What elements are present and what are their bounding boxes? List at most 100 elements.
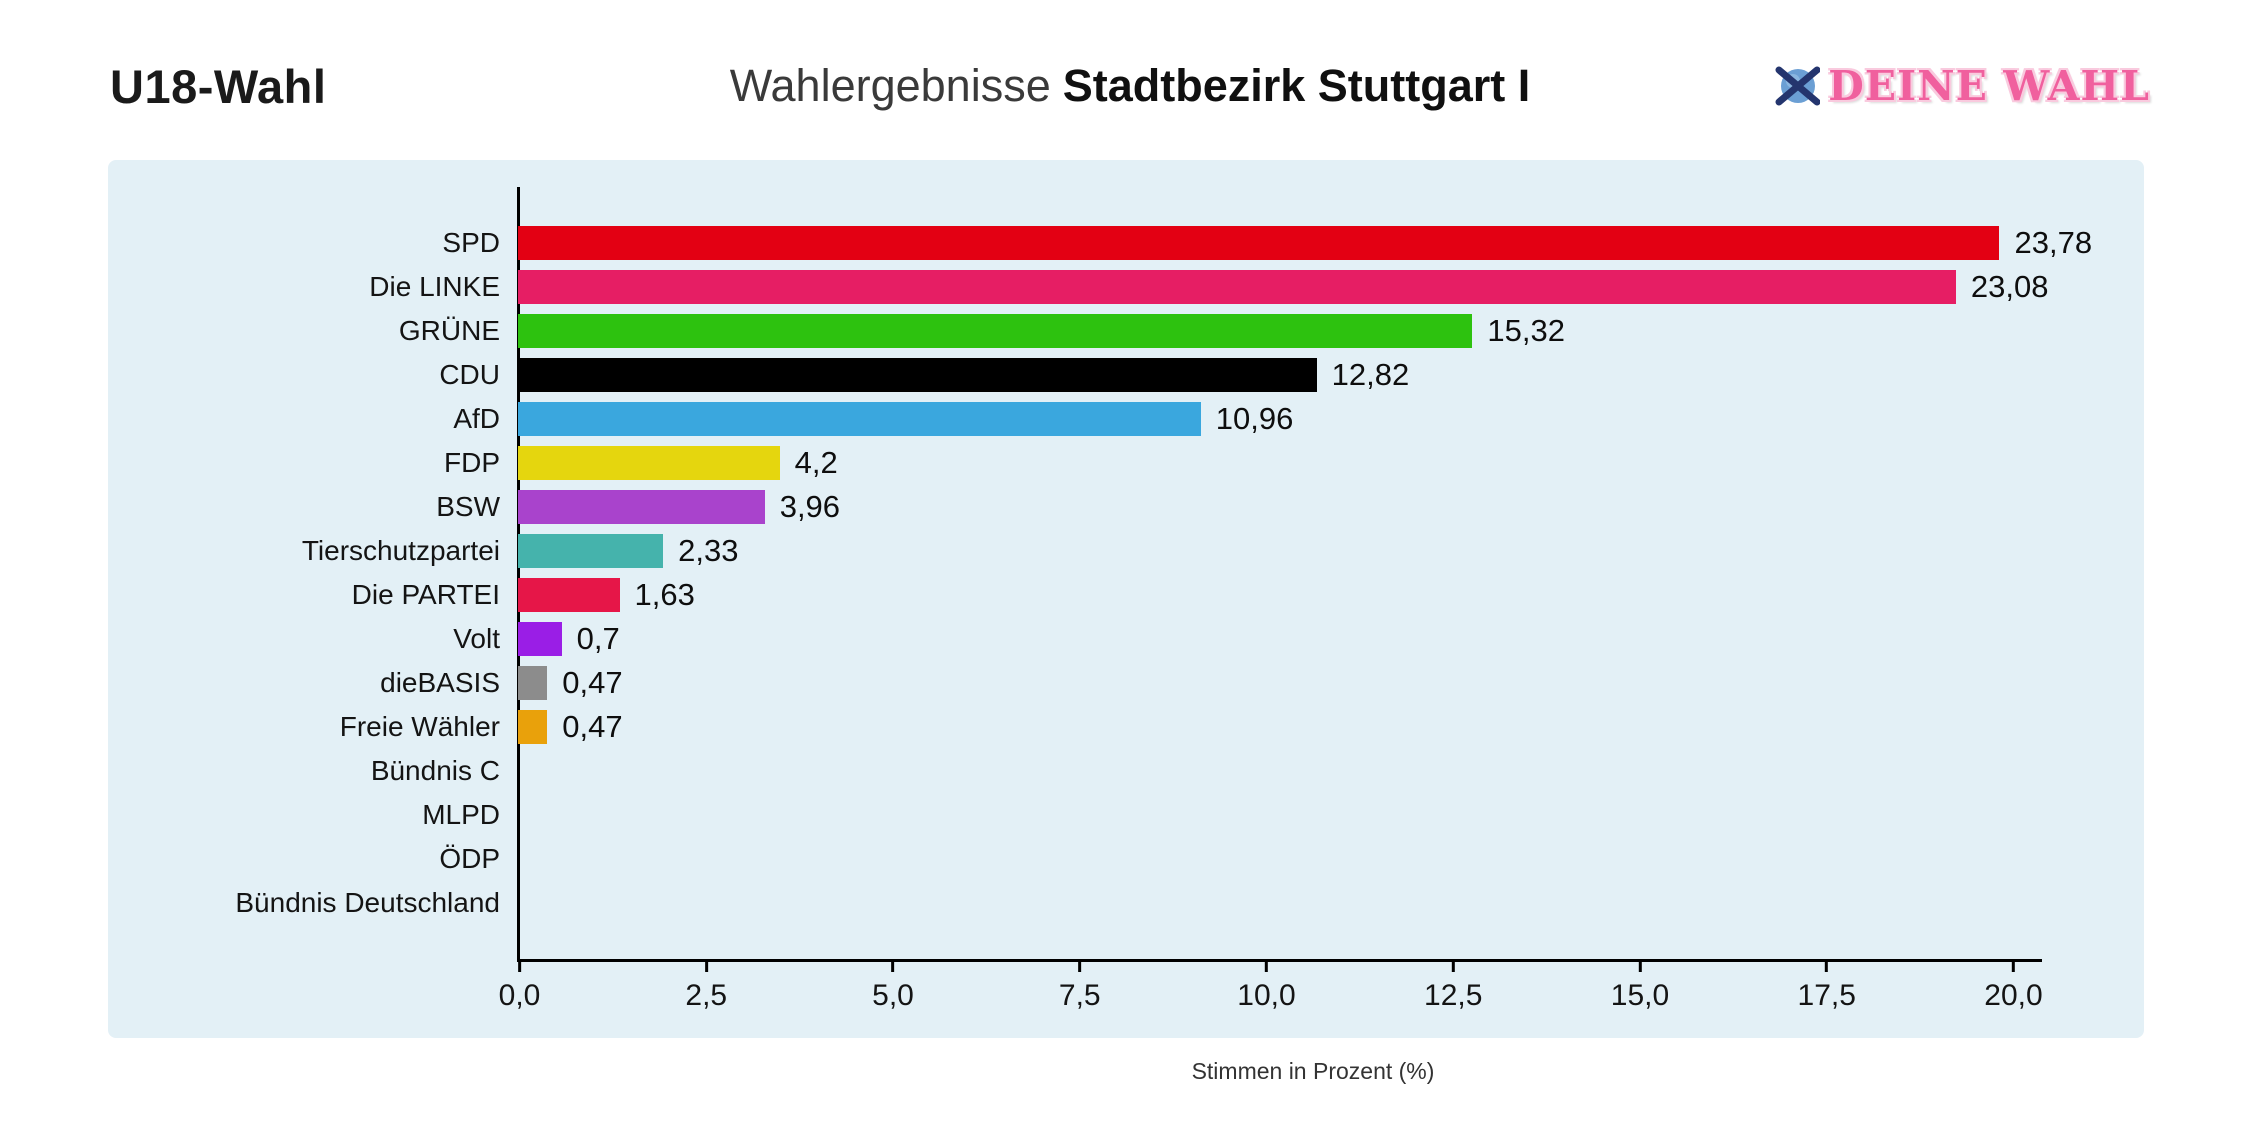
tick-label: 20,0 bbox=[1984, 979, 2043, 1012]
bar-value-label: 0,47 bbox=[562, 665, 623, 700]
category-label: Bündnis Deutschland bbox=[235, 887, 500, 918]
bar-row: FDP 4,2 bbox=[108, 441, 2114, 485]
bar-value-label: 15,32 bbox=[1487, 313, 1565, 348]
bar-row: BSW 3,96 bbox=[108, 485, 2114, 529]
tick-label: 5,0 bbox=[872, 979, 914, 1012]
bar-value-label: 3,96 bbox=[779, 489, 841, 524]
bar-value-label: 4,2 bbox=[794, 445, 838, 480]
x-axis-tick: 10,0 bbox=[1237, 962, 1296, 1013]
page-title: Wahlergebnisse Stadtbezirk Stuttgart I bbox=[730, 60, 1531, 112]
category-label: Volt bbox=[453, 623, 500, 654]
bar-area: 2,33 bbox=[518, 529, 2114, 573]
category-label: AfD bbox=[453, 403, 500, 434]
category-label: FDP bbox=[444, 447, 500, 478]
bar-area: 23,08 bbox=[518, 265, 2114, 309]
category-label: Tierschutzpartei bbox=[301, 535, 500, 566]
category-label: GRÜNE bbox=[398, 315, 500, 346]
bar-chart: SPD 23,78 Die LINKE 23,08 GRÜNE 15,32 CDU 12,82… bbox=[108, 160, 2144, 1038]
bar bbox=[518, 490, 765, 524]
tick-label: 2,5 bbox=[685, 979, 728, 1012]
bar-area: 12,82 bbox=[518, 353, 2114, 397]
bar-area: 1,63 bbox=[518, 573, 2114, 617]
tick-label: 17,5 bbox=[1797, 979, 1856, 1012]
category-label: Bündnis C bbox=[370, 755, 500, 786]
bar-area bbox=[518, 837, 2114, 881]
bar-row: CDU 12,82 bbox=[108, 353, 2114, 397]
category-label: SPD bbox=[442, 227, 500, 258]
bar bbox=[518, 666, 548, 700]
tick-mark bbox=[2011, 962, 2015, 972]
bar-area bbox=[518, 881, 2114, 925]
bar-value-label: 0,7 bbox=[576, 621, 620, 656]
tick-label: 7,5 bbox=[1058, 979, 1101, 1012]
category-label: BSW bbox=[436, 491, 500, 522]
x-axis-tick: 20,0 bbox=[1984, 962, 2043, 1013]
bar bbox=[518, 314, 1473, 348]
chart-panel: SPD 23,78 Die LINKE 23,08 GRÜNE 15,32 CDU 12,82… bbox=[108, 160, 2144, 1038]
bar bbox=[518, 402, 1201, 436]
tick-label: 10,0 bbox=[1237, 979, 1296, 1012]
y-axis-line bbox=[517, 187, 520, 962]
bar-value-label: 0,47 bbox=[562, 709, 623, 744]
tick-mark bbox=[1078, 962, 1082, 972]
bar bbox=[518, 446, 780, 480]
bar-row: Freie Wähler 0,47 bbox=[108, 705, 2114, 749]
bar-row: Bündnis Deutschland bbox=[108, 881, 2114, 925]
x-axis-tick: 17,5 bbox=[1798, 962, 1856, 1013]
x-axis-tick: 0,0 bbox=[498, 962, 541, 1013]
bar bbox=[518, 710, 548, 744]
x-axis-tick: 12,5 bbox=[1424, 962, 1482, 1013]
header: U18-Wahl Wahlergebnisse Stadtbezirk Stutt… bbox=[110, 52, 2150, 120]
x-axis-tick: 7,5 bbox=[1059, 962, 1101, 1013]
bar bbox=[518, 358, 1317, 392]
tick-label: 15,0 bbox=[1610, 979, 1670, 1012]
x-axis-title: Stimmen in Prozent (%) bbox=[1191, 1058, 1435, 1084]
bar-area: 10,96 bbox=[518, 397, 2114, 441]
tick-mark bbox=[1638, 962, 1642, 972]
logo-text: DEINE WAHL bbox=[1828, 62, 2150, 110]
x-axis-tick: 15,0 bbox=[1611, 962, 1669, 1013]
x-axis-tick: 2,5 bbox=[685, 962, 727, 1013]
category-label: CDU bbox=[439, 359, 500, 390]
bar-value-label: 2,33 bbox=[678, 533, 739, 568]
bar-area: 4,2 bbox=[518, 441, 2114, 485]
bar-rows: SPD 23,78 Die LINKE 23,08 GRÜNE 15,32 CDU 12,82… bbox=[108, 221, 2114, 925]
bar bbox=[518, 226, 2000, 260]
bar bbox=[518, 578, 620, 612]
category-label: ÖDP bbox=[439, 843, 500, 874]
bar-row: SPD 23,78 bbox=[108, 221, 2114, 265]
bar-area: 15,32 bbox=[518, 309, 2114, 353]
bar-value-label: 1,63 bbox=[634, 577, 695, 612]
bar-row: Volt 0,7 bbox=[108, 617, 2114, 661]
category-label: Die LINKE bbox=[369, 271, 500, 302]
tick-mark bbox=[704, 962, 708, 972]
category-label: MLPD bbox=[422, 799, 500, 830]
tick-label: 0,0 bbox=[498, 979, 541, 1012]
tick-mark bbox=[518, 962, 521, 972]
tick-label: 12,5 bbox=[1424, 979, 1483, 1012]
bar-value-label: 10,96 bbox=[1215, 401, 1294, 436]
x-axis-line bbox=[517, 959, 2042, 962]
bar-row: MLPD bbox=[108, 793, 2114, 837]
app-title: U18-Wahl bbox=[110, 59, 327, 113]
bar-value-label: 23,78 bbox=[2014, 225, 2093, 260]
logo: DEINE WAHL bbox=[1772, 62, 2150, 110]
bar bbox=[518, 534, 664, 568]
bar-value-label: 12,82 bbox=[1331, 357, 1410, 392]
bar-area: 0,47 bbox=[518, 705, 2114, 749]
tick-mark bbox=[1451, 962, 1455, 972]
tick-mark bbox=[1264, 962, 1268, 972]
page-title-bold: Stadtbezirk Stuttgart I bbox=[1062, 60, 1531, 111]
bar-row: GRÜNE 15,32 bbox=[108, 309, 2114, 353]
bar bbox=[518, 270, 1956, 304]
x-axis-tick: 5,0 bbox=[872, 962, 914, 1013]
ballot-cross-icon bbox=[1775, 66, 1821, 106]
bar-row: Bündnis C bbox=[108, 749, 2114, 793]
category-label: Die PARTEI bbox=[351, 579, 500, 610]
bar bbox=[518, 622, 562, 656]
bar-area: 0,7 bbox=[518, 617, 2114, 661]
x-axis-ticks: 0,0 2,5 5,0 7,5 10,0 12,5 15,0 17,5 20,0 bbox=[108, 962, 2144, 1032]
bar-value-label: 23,08 bbox=[1970, 269, 2049, 304]
bar-row: dieBASIS 0,47 bbox=[108, 661, 2114, 705]
bar-row: ÖDP bbox=[108, 837, 2114, 881]
